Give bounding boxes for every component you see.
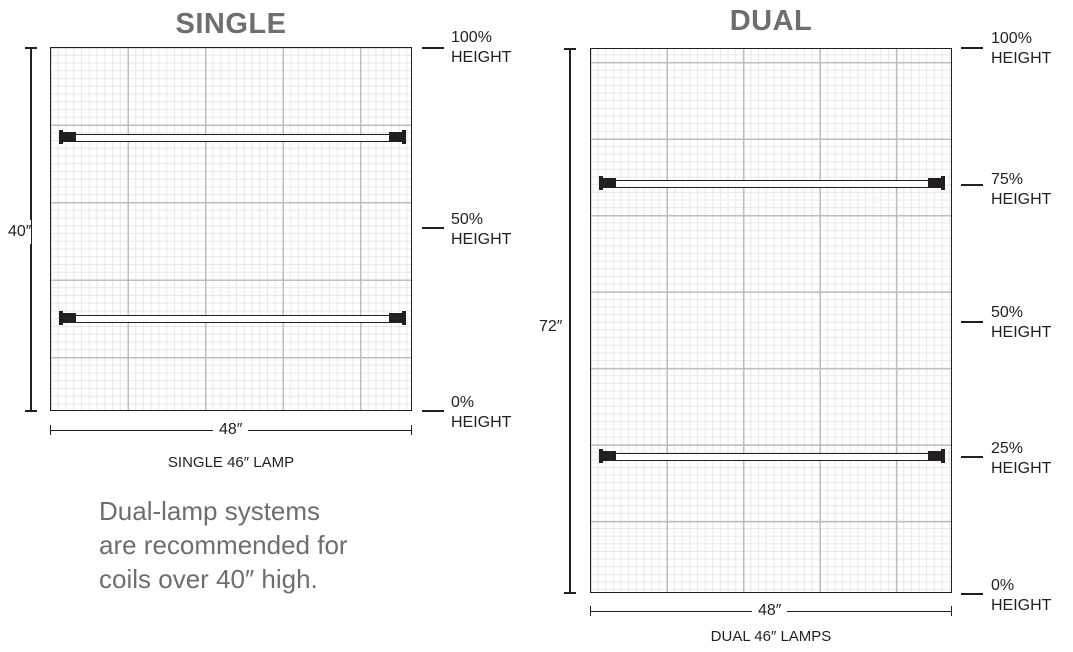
single-width-label: 48″ [213, 420, 249, 440]
single-upper-lamp [59, 130, 406, 145]
single-level-100-label: 100% HEIGHT [451, 29, 512, 66]
single-caption: SINGLE 46″ LAMP [167, 454, 295, 471]
lamp-pin [59, 311, 63, 326]
dual-height-bottom-cap [564, 592, 576, 594]
dual-coil-grid [590, 48, 952, 593]
dual-level-50-label: 50% HEIGHT [991, 304, 1052, 341]
dual-width-left-cap [590, 606, 592, 616]
lamp-end-cap [928, 451, 942, 462]
dual-width-right-cap [951, 606, 953, 616]
single-level-100-tick [422, 47, 444, 49]
dual-level-0-label: 0% HEIGHT [991, 577, 1052, 614]
lamp-end-cap [928, 178, 942, 189]
lamp-pin [599, 449, 603, 464]
dual-lower-lamp [599, 449, 945, 464]
single-width-left-cap [50, 425, 52, 435]
dual-level-50-tick [961, 321, 983, 323]
single-height-bottom-cap [25, 410, 37, 412]
dual-upper-lamp [599, 176, 945, 191]
dual-level-25-label: 25% HEIGHT [991, 440, 1052, 477]
single-lower-lamp [59, 311, 406, 326]
dual-height-dimension-line [569, 48, 571, 593]
single-width-right-cap [411, 425, 413, 435]
lamp-pin [402, 311, 406, 326]
lamp-end-cap [602, 451, 616, 462]
recommendation-note: Dual-lamp systems are recommended for co… [99, 494, 348, 596]
note-line-1: Dual-lamp systems [99, 496, 321, 526]
single-title: SINGLE [175, 8, 287, 40]
single-coil-grid [50, 47, 412, 411]
note-line-2: are recommended for [99, 530, 348, 560]
lamp-pin [599, 176, 603, 191]
dual-height-label: 72″ [539, 314, 563, 340]
note-line-3: coils over 40″ high. [99, 564, 318, 594]
lamp-pin [402, 130, 406, 145]
lamp-end-cap [62, 313, 76, 324]
lamp-pin [941, 449, 945, 464]
dual-width-label: 48″ [752, 601, 788, 621]
single-level-0-label: 0% HEIGHT [451, 394, 512, 431]
single-height-label: 40″ [8, 220, 32, 244]
lamp-pin [941, 176, 945, 191]
single-height-top-cap [25, 47, 37, 49]
lamp-end-cap [62, 132, 76, 143]
lamp-end-cap [389, 132, 403, 143]
lamp-end-cap [602, 178, 616, 189]
single-level-0-tick [422, 410, 444, 412]
dual-level-75-label: 75% HEIGHT [991, 171, 1052, 208]
lamp-end-cap [389, 313, 403, 324]
single-level-50-tick [422, 227, 444, 229]
dual-title: DUAL [729, 5, 813, 37]
dual-level-0-tick [961, 593, 983, 595]
single-level-50-label: 50% HEIGHT [451, 211, 512, 248]
lamp-pin [59, 130, 63, 145]
dual-level-100-label: 100% HEIGHT [991, 30, 1052, 67]
dual-caption: DUAL 46″ LAMPS [710, 628, 832, 645]
dual-height-top-cap [564, 48, 576, 50]
dual-level-25-tick [961, 456, 983, 458]
dual-level-100-tick [961, 47, 983, 49]
dual-level-75-tick [961, 184, 983, 186]
